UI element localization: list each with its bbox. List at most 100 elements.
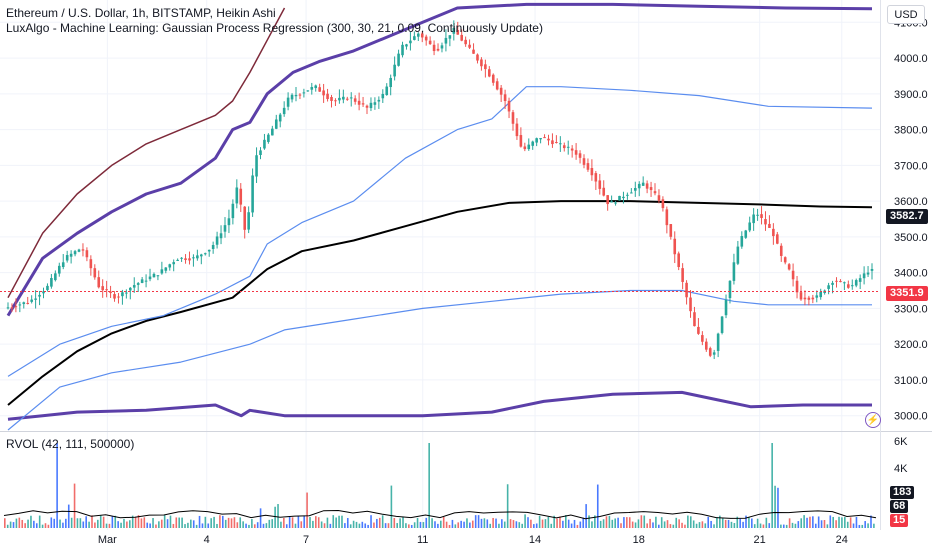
candle-body bbox=[424, 36, 428, 41]
candle-body bbox=[129, 287, 132, 291]
volume-bar bbox=[204, 516, 207, 528]
volume-bar bbox=[413, 522, 416, 528]
candle-body bbox=[405, 44, 408, 47]
volume-bar bbox=[12, 522, 15, 528]
candle-body bbox=[630, 192, 633, 194]
volume-bar bbox=[605, 516, 608, 528]
candle-body bbox=[211, 244, 215, 249]
volume-bar bbox=[794, 523, 797, 528]
volume-bar bbox=[451, 519, 454, 528]
candle-body bbox=[716, 333, 720, 351]
price-tick-label: 3700.0 bbox=[894, 160, 928, 172]
candle-body bbox=[661, 199, 665, 209]
volume-bar bbox=[538, 515, 541, 528]
volume-bar bbox=[803, 515, 805, 528]
candle-body bbox=[263, 139, 266, 149]
currency-button[interactable]: USD bbox=[887, 5, 925, 24]
volume-bar bbox=[466, 518, 468, 528]
volume-bar bbox=[782, 524, 785, 528]
candle-body bbox=[18, 304, 22, 306]
candle-body bbox=[180, 257, 183, 259]
volume-bar bbox=[695, 523, 698, 528]
candle-body bbox=[322, 90, 325, 96]
volume-bar bbox=[265, 523, 268, 528]
indicator-line bbox=[7, 7, 286, 299]
candle-body bbox=[594, 173, 598, 182]
volume-bar bbox=[288, 516, 291, 528]
volume-bar bbox=[501, 519, 503, 528]
candle-body bbox=[507, 100, 511, 112]
volume-bar bbox=[94, 522, 96, 528]
candle-body bbox=[345, 98, 349, 100]
volume-bar bbox=[187, 522, 189, 528]
volume-bar bbox=[596, 484, 599, 528]
candle-body bbox=[401, 44, 404, 56]
volume-bar bbox=[579, 521, 582, 528]
volume-bar bbox=[681, 522, 683, 528]
volume-bar bbox=[99, 515, 102, 528]
volume-bar bbox=[152, 518, 154, 528]
volume-bar bbox=[97, 519, 99, 528]
volume-bar bbox=[576, 524, 579, 528]
volume-bar bbox=[823, 520, 826, 528]
volume-bar bbox=[320, 521, 323, 528]
volume-bar bbox=[131, 515, 134, 528]
volume-bar bbox=[689, 516, 692, 528]
volume-bar bbox=[268, 519, 271, 528]
volume-bar bbox=[759, 523, 762, 528]
volume-bar bbox=[297, 515, 300, 528]
candle-body bbox=[515, 123, 519, 137]
candle-body bbox=[377, 99, 381, 102]
volume-bar bbox=[477, 515, 480, 528]
candle-body bbox=[586, 163, 590, 170]
volume-bar bbox=[88, 521, 90, 528]
volume-bar bbox=[437, 523, 439, 528]
gpr-price-tag: 3582.7 bbox=[886, 209, 928, 224]
volume-bar bbox=[666, 520, 669, 528]
volume-bar bbox=[448, 524, 451, 528]
candle-body bbox=[531, 141, 535, 146]
candle-body bbox=[93, 268, 97, 278]
price-tick-label: 3100.0 bbox=[894, 375, 928, 387]
volume-bar bbox=[506, 484, 509, 528]
volume-bar bbox=[425, 517, 428, 528]
volume-bar bbox=[65, 518, 67, 528]
candle-body bbox=[428, 40, 432, 45]
candle-body bbox=[488, 69, 491, 77]
volume-bar bbox=[102, 516, 105, 528]
candle-body bbox=[503, 94, 507, 102]
volume-bar bbox=[626, 517, 628, 528]
candle-body bbox=[444, 37, 448, 44]
candle-body bbox=[724, 299, 728, 316]
volume-bar bbox=[166, 519, 169, 528]
volume-bar bbox=[79, 518, 82, 528]
price-tick-label: 3200.0 bbox=[894, 339, 928, 351]
candle-body bbox=[152, 273, 156, 278]
volume-bar bbox=[634, 522, 637, 528]
volume-bar bbox=[76, 518, 79, 528]
volume-bar bbox=[213, 516, 215, 528]
volume-bar bbox=[56, 443, 58, 528]
candle-body bbox=[440, 45, 444, 49]
time-axis[interactable]: Mar 4 7 11 14 18 21 24 bbox=[98, 534, 848, 546]
volume-bar bbox=[248, 524, 250, 528]
volume-bar bbox=[85, 516, 87, 528]
volume-bar bbox=[73, 483, 76, 528]
volume-bar bbox=[373, 522, 375, 528]
indicator-line bbox=[7, 289, 872, 431]
lightning-icon[interactable]: ⚡ bbox=[865, 412, 881, 428]
candle-body bbox=[203, 253, 207, 255]
price-axis[interactable]: 4100.04000.03900.03800.03700.03600.03500… bbox=[894, 17, 928, 422]
volume-bar bbox=[143, 517, 146, 528]
indicator-line bbox=[7, 200, 873, 406]
volume-bar bbox=[216, 523, 218, 528]
volume-bar bbox=[59, 519, 61, 528]
volume-bar bbox=[553, 515, 555, 528]
time-tick-label: 14 bbox=[529, 534, 541, 546]
candle-body bbox=[235, 187, 239, 204]
volume-bar bbox=[460, 520, 462, 528]
volume-bar bbox=[524, 514, 526, 528]
volume-bar bbox=[256, 522, 259, 528]
volume-bar bbox=[123, 518, 125, 528]
